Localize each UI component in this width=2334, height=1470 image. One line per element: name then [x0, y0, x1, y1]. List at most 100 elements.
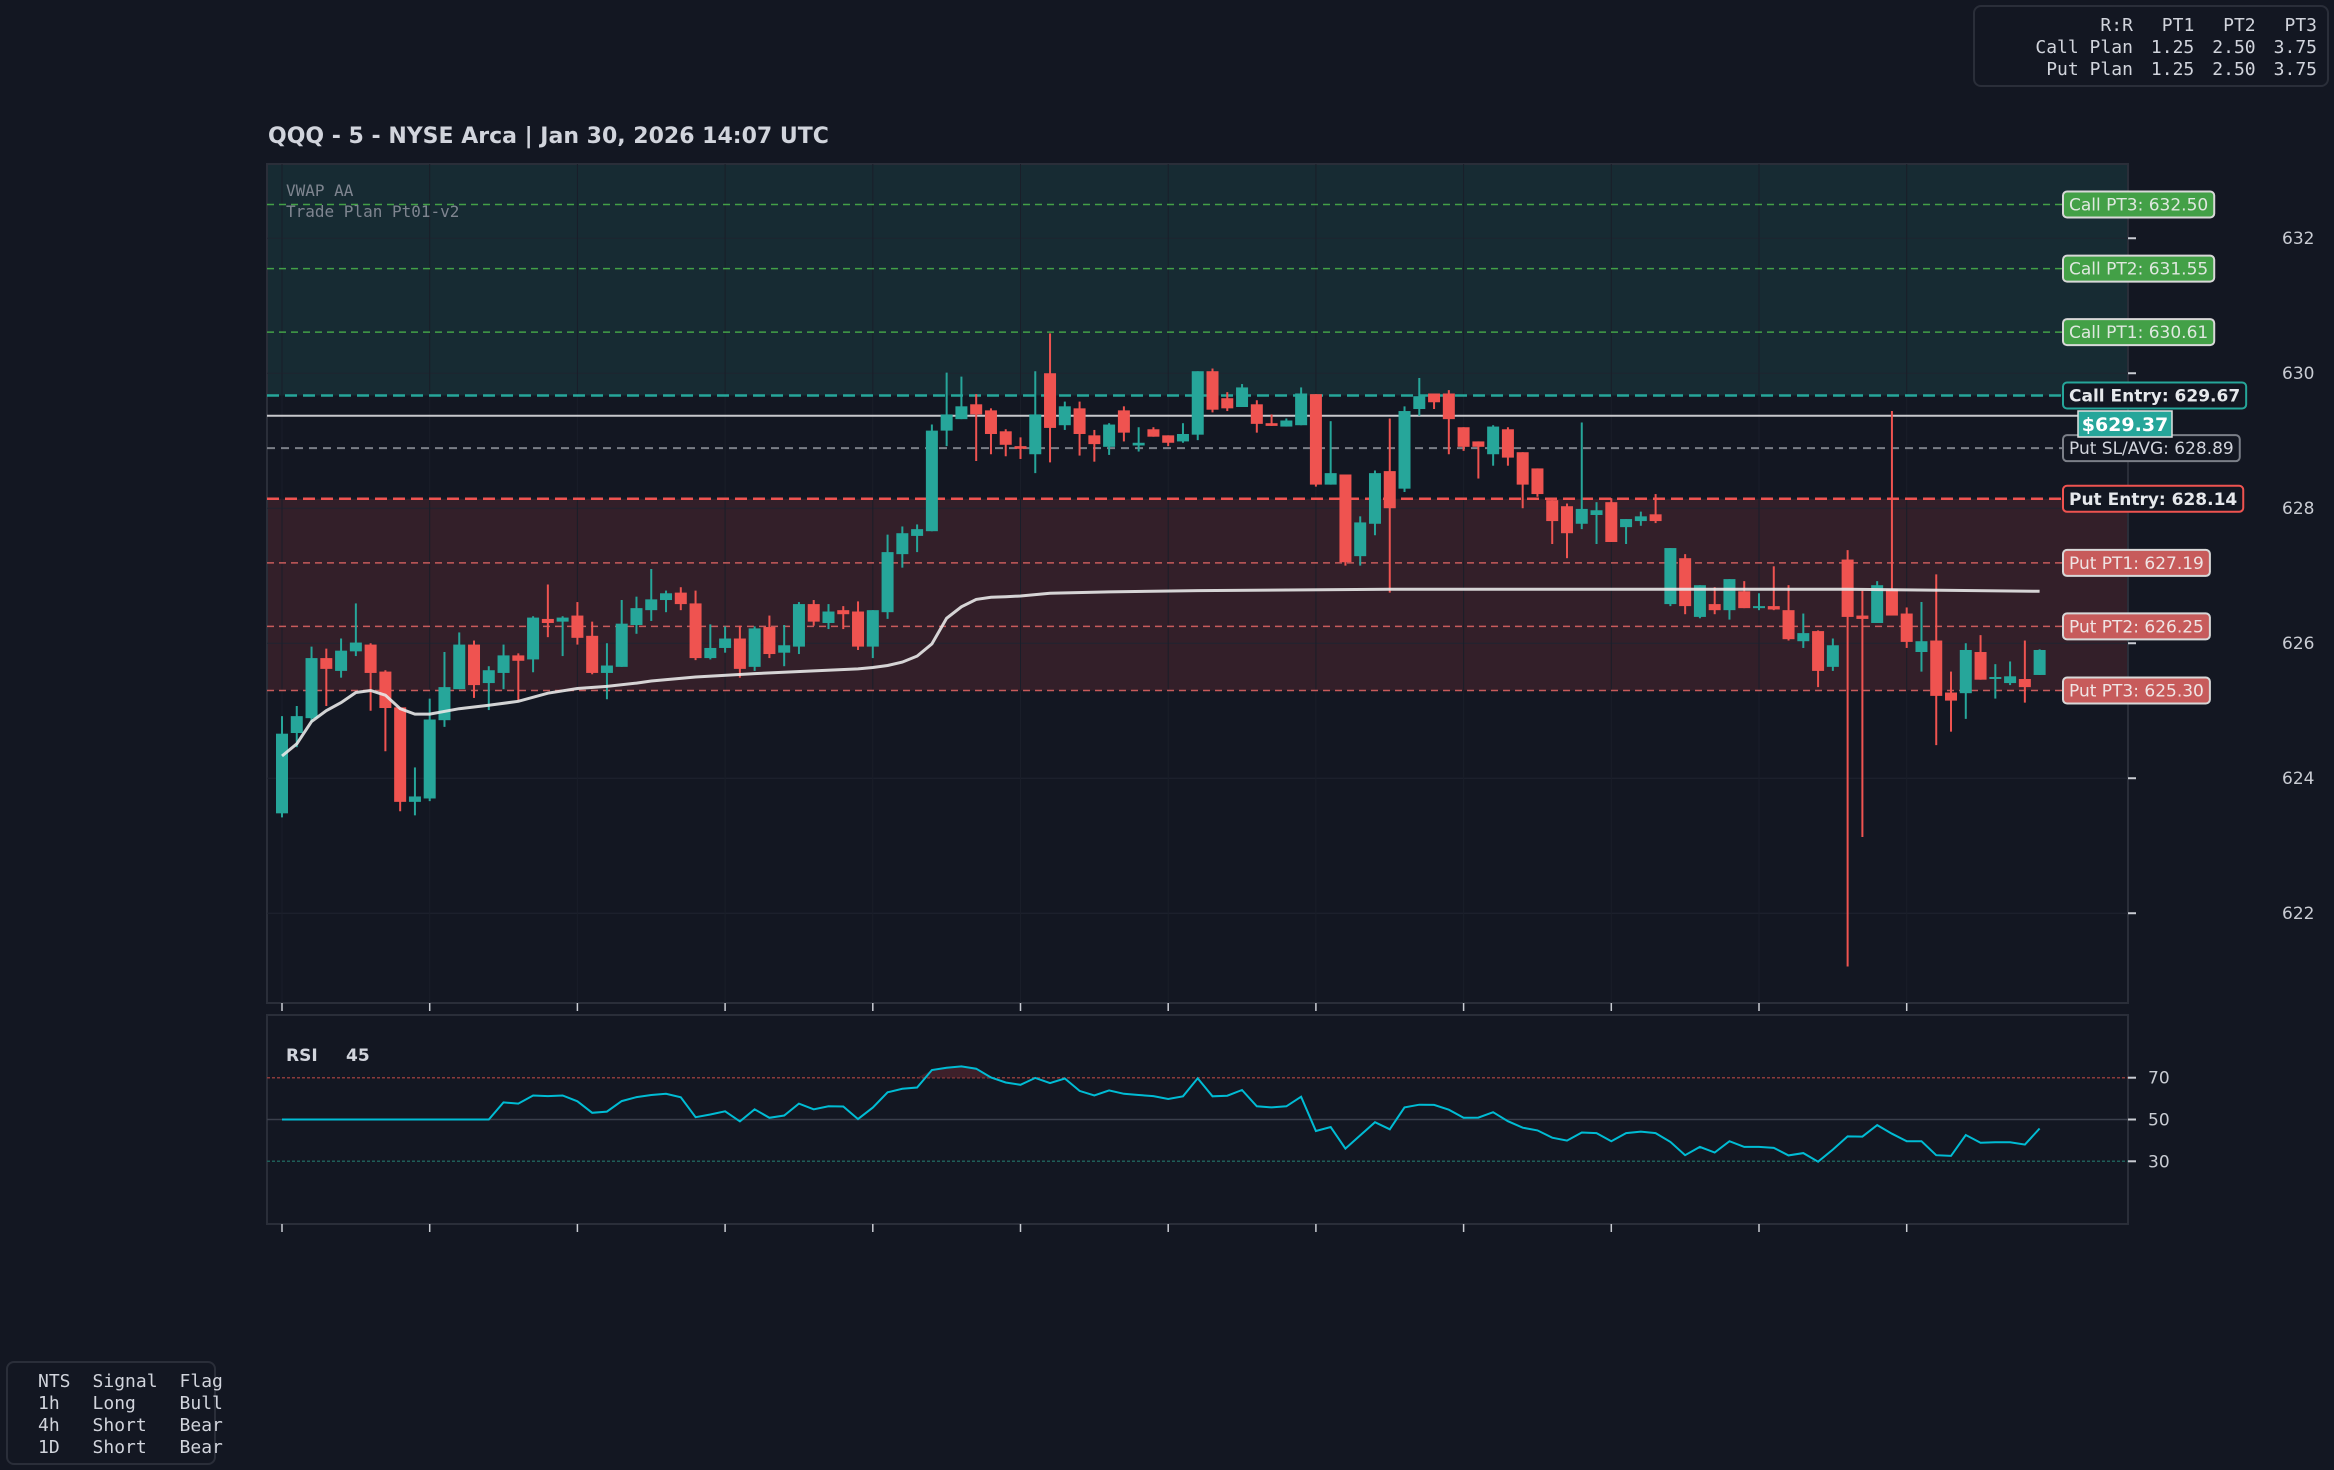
nts-header-row: NTS Signal Flag [16, 1371, 223, 1393]
nts-cell: Bear [179, 1415, 223, 1436]
candle-body [1782, 610, 1795, 640]
candle [645, 568, 658, 621]
rr-cell: 3.75 [2273, 59, 2317, 80]
candle-body [1634, 516, 1647, 522]
candle [527, 616, 540, 673]
candle [423, 698, 436, 802]
candle-body [1930, 640, 1943, 696]
candle-body [630, 608, 643, 626]
vwap-line [281, 587, 2040, 758]
time-axis [281, 1003, 1908, 1232]
candle [1900, 607, 1913, 648]
candle [1590, 502, 1603, 545]
candle [320, 648, 333, 707]
candle [1117, 406, 1130, 442]
nts-cell: Short [92, 1437, 147, 1458]
candle [290, 706, 303, 748]
candle [911, 524, 924, 553]
candle-body [1738, 591, 1751, 609]
candle-body [1516, 452, 1529, 485]
candle [1856, 590, 1869, 837]
candle [1162, 435, 1175, 447]
level-label-box [2062, 484, 2245, 513]
candle [1782, 585, 1795, 641]
candle-body [1945, 692, 1958, 701]
candle [733, 625, 746, 678]
candle [1989, 664, 2002, 699]
candle-body [1856, 615, 1869, 619]
y-tick-label: 628 [2282, 499, 2314, 519]
candle-body [1900, 613, 1913, 642]
candle [999, 429, 1012, 457]
candle-body [1176, 433, 1189, 442]
rr-row-put: Put Plan 1.25 2.50 3.75 [2035, 59, 2317, 81]
candle [1812, 630, 1825, 688]
candle-body [955, 406, 968, 420]
candle-body [1575, 508, 1588, 524]
candle [660, 590, 673, 613]
candle [1295, 387, 1308, 426]
level-label-put-entry: Put Entry: 628.14 [2062, 484, 2245, 513]
candle [600, 643, 613, 700]
candle-body [290, 716, 303, 734]
nts-cell: Long [92, 1393, 136, 1414]
candle [984, 408, 997, 455]
candle [1383, 418, 1396, 593]
candle [1029, 371, 1042, 474]
candle-body [1265, 423, 1278, 426]
candle [1753, 593, 1765, 611]
candle [1531, 468, 1544, 497]
candle [866, 610, 879, 659]
candle-body [704, 647, 717, 659]
candle-body [852, 611, 865, 647]
candle-body [1590, 510, 1603, 515]
candle [1487, 425, 1500, 466]
rr-header: PT3 [2284, 15, 2317, 36]
current-price-marker: $629.37 [2077, 410, 2173, 438]
candle-body [660, 593, 673, 601]
candle [349, 603, 362, 657]
level-label-text: Call PT2: 631.55 [2069, 260, 2208, 280]
candle-body [1723, 579, 1736, 611]
nts-cell: 4h [38, 1415, 60, 1436]
candle [1280, 418, 1293, 427]
candle [674, 587, 687, 611]
rsi-line [282, 1065, 2041, 1163]
candle-body [1560, 506, 1573, 534]
candle-body [1812, 631, 1825, 671]
rr-cell: Call Plan [2035, 37, 2133, 58]
nts-signal-table: NTS Signal Flag 1h Long Bull 4h Short Be… [6, 1361, 223, 1465]
candle-body [1132, 442, 1145, 446]
nts-row-4h: 4h Short Bear [16, 1415, 223, 1437]
candle [763, 615, 776, 659]
candle-body [1693, 585, 1706, 617]
level-label-text: Call PT3: 632.50 [2069, 195, 2208, 215]
candle-body [335, 650, 348, 671]
nts-cell: Bull [179, 1393, 223, 1414]
candle [453, 632, 466, 690]
rsi-tick-label: 50 [2148, 1111, 2170, 1131]
candle-body [408, 796, 421, 802]
candle-body [984, 410, 997, 434]
level-label-text: Put PT3: 625.30 [2069, 681, 2204, 701]
candle [1250, 400, 1263, 433]
level-label-text: Put Entry: 628.14 [2069, 490, 2237, 510]
candle [1221, 392, 1234, 412]
level-label-call-target: Call PT1: 630.61 [2062, 318, 2216, 347]
y-tick-label: 624 [2282, 769, 2314, 789]
candle-body [1989, 676, 2002, 680]
candle [1501, 427, 1514, 466]
candle [556, 616, 569, 657]
candle-body [792, 604, 805, 647]
candle [1516, 452, 1529, 509]
candle [394, 707, 407, 812]
current-price-label: $629.37 [2082, 414, 2169, 436]
candle [1664, 548, 1677, 607]
candle [1738, 581, 1751, 609]
level-labels: Call PT3: 632.50 Call PT2: 631.55 Call PT1… [2062, 190, 2248, 705]
candle-body [453, 644, 466, 690]
candle [615, 600, 628, 667]
candle-body [645, 599, 658, 611]
candle [940, 372, 953, 447]
candle-body [1826, 645, 1839, 667]
